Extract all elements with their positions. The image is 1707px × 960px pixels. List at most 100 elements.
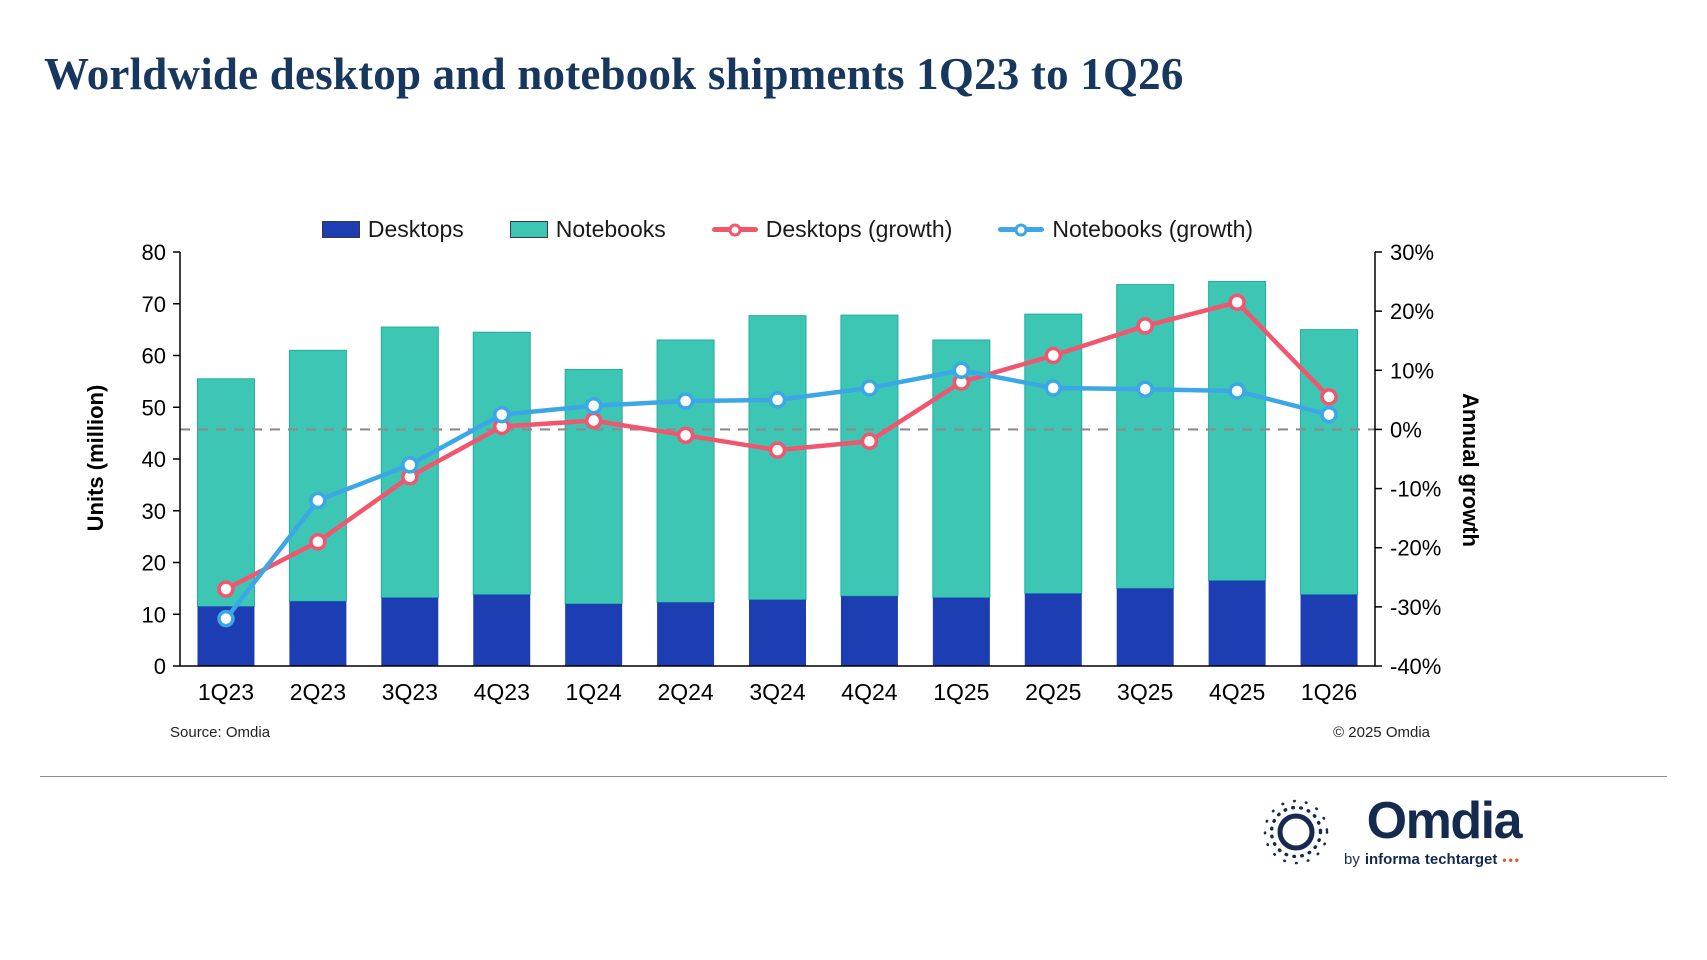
bar-notebooks	[1208, 280, 1267, 582]
legend-label-desktops: Desktops	[367, 216, 464, 242]
bar-desktops	[565, 603, 623, 666]
bar-notebooks	[1300, 329, 1359, 596]
growth-marker	[217, 580, 235, 598]
growth-marker	[1044, 346, 1063, 365]
desktops-growth-swatch	[711, 227, 758, 232]
left-tick-label: 30	[142, 499, 166, 524]
bar-notebooks	[288, 349, 347, 602]
right-tick-label: 20%	[1390, 299, 1434, 324]
source-text: Source: Omdia	[170, 724, 271, 741]
bar-desktops	[381, 597, 439, 666]
growth-marker	[217, 609, 235, 628]
bar-desktops	[657, 602, 715, 666]
growth-marker	[309, 533, 327, 551]
tagline-dots-icon: •••	[1502, 852, 1521, 867]
category-label: 3Q25	[1117, 679, 1173, 705]
legend-item-notebooks: Notebooks	[509, 216, 666, 243]
category-label: 3Q23	[382, 679, 438, 705]
tagline-techtarget: techtarget	[1424, 851, 1498, 868]
bar-desktops	[840, 596, 898, 666]
bar-notebooks	[196, 378, 255, 607]
right-tick-label: 10%	[1390, 358, 1434, 383]
left-axis-title: Units (million)	[83, 384, 108, 532]
growth-marker	[1320, 405, 1338, 424]
bar-desktops	[749, 599, 806, 666]
legend-label-notebooks: Notebooks	[555, 216, 666, 242]
right-tick-label: -30%	[1390, 595, 1441, 620]
legend-label-notebooks-growth: Notebooks (growth)	[1052, 216, 1254, 242]
growth-marker	[1228, 293, 1246, 312]
growth-marker	[768, 441, 787, 459]
category-label: 1Q26	[1301, 679, 1357, 705]
omdia-logo-text: Omdia by informa techtarget •••	[1344, 792, 1523, 868]
bar-desktops	[289, 601, 347, 666]
bar-notebooks	[472, 331, 531, 596]
right-tick-label: 0%	[1390, 417, 1422, 442]
notebooks-growth-swatch	[998, 227, 1045, 232]
bar-desktops	[1208, 580, 1266, 666]
category-label: 3Q24	[749, 679, 805, 705]
growth-marker	[1320, 388, 1338, 406]
omdia-tagline: by informa techtarget •••	[1344, 851, 1521, 868]
bar-desktops	[1116, 588, 1174, 666]
category-label: 1Q24	[566, 679, 622, 705]
omdia-wordmark: Omdia	[1366, 792, 1523, 850]
category-label: 2Q24	[657, 679, 713, 705]
legend-label-desktops-growth: Desktops (growth)	[765, 216, 953, 242]
bar-notebooks	[748, 315, 807, 601]
left-tick-label: 10	[142, 602, 166, 627]
growth-marker	[860, 379, 879, 397]
bars-group	[196, 280, 1359, 666]
left-tick-label: 70	[142, 292, 166, 317]
growth-marker	[768, 391, 787, 409]
chart-area: 0 10 20 30 40 50 60 70 80 -40% -30% -20% -10% 0% 10% 20…	[115, 238, 1460, 713]
left-tick-label: 60	[142, 344, 166, 369]
right-tick-label: -10%	[1390, 477, 1441, 502]
tagline-informa: informa	[1364, 851, 1420, 868]
omdia-logo: Omdia by informa techtarget •••	[1262, 792, 1523, 868]
category-label: 4Q25	[1209, 679, 1265, 705]
category-label: 2Q25	[1025, 679, 1081, 705]
right-tick-label: -20%	[1390, 536, 1441, 561]
category-label: 4Q23	[474, 679, 530, 705]
left-tick-label: 0	[154, 654, 166, 679]
copyright-text: © 2025 Omdia	[1333, 724, 1430, 741]
left-tick-label: 40	[142, 447, 166, 472]
growth-marker	[584, 397, 603, 415]
legend-item-desktops: Desktops	[321, 216, 464, 243]
bar-desktops	[473, 594, 531, 666]
bar-notebooks	[1116, 284, 1175, 589]
bar-desktops	[1024, 593, 1082, 666]
page-title: Worldwide desktop and notebook shipments…	[44, 49, 1184, 99]
notebooks-swatch	[509, 221, 548, 238]
desktops-swatch	[321, 221, 360, 238]
footer-divider	[40, 776, 1667, 777]
left-tick-label: 80	[142, 240, 166, 265]
category-label: 4Q24	[841, 679, 897, 705]
bar-desktops	[932, 597, 990, 666]
left-tick-label: 50	[142, 395, 166, 420]
growth-marker	[952, 361, 971, 380]
growth-marker	[492, 405, 511, 424]
left-tick-label: 20	[142, 551, 166, 576]
right-axis-title: Annual growth	[1458, 393, 1483, 547]
growth-marker	[1044, 379, 1063, 397]
right-tick-label: -40%	[1390, 654, 1441, 679]
legend-item-notebooks-growth: Notebooks (growth)	[998, 216, 1253, 243]
growth-marker	[860, 432, 879, 451]
growth-marker	[584, 411, 603, 430]
omdia-logo-icon	[1263, 799, 1329, 864]
category-label: 1Q23	[198, 679, 254, 705]
bar-notebooks	[656, 339, 715, 603]
bar-notebooks	[840, 314, 899, 597]
legend-item-desktops-growth: Desktops (growth)	[711, 216, 953, 243]
category-label: 2Q23	[290, 679, 346, 705]
tagline-by: by	[1344, 851, 1360, 868]
growth-marker	[1136, 380, 1154, 398]
bar-desktops	[1300, 594, 1358, 666]
growth-marker	[1228, 382, 1246, 400]
growth-marker	[309, 491, 327, 510]
right-tick-label: 30%	[1390, 240, 1434, 265]
combo-chart: 0 10 20 30 40 50 60 70 80 -40% -30% -20% -10% 0% 10% 20…	[142, 240, 1442, 705]
